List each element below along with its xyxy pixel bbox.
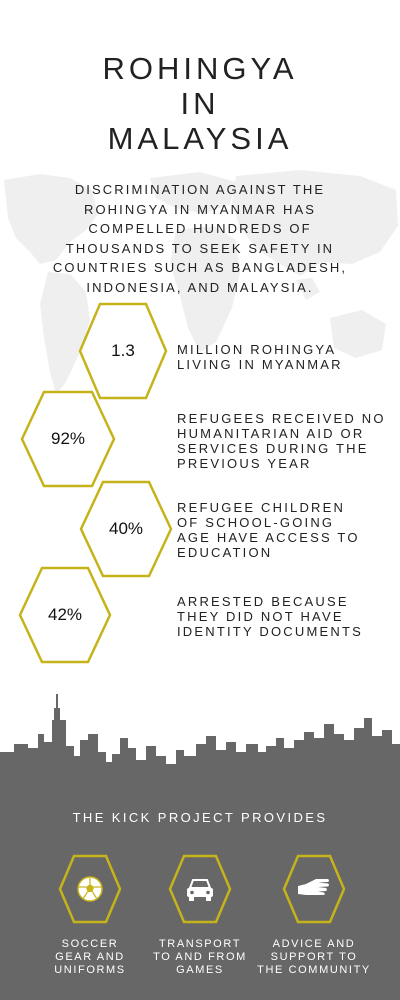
hexagon-shape: [79, 480, 173, 578]
hexagon-shape: [20, 390, 116, 488]
soccer-ball-icon: [58, 854, 122, 924]
service-label-advice: ADVICE AND SUPPORT TO THE COMMUNITY: [257, 938, 371, 976]
intro-paragraph: DISCRIMINATION AGAINST THE ROHINGYA IN M…: [40, 180, 360, 297]
stat-hexagon-1: 1.3: [78, 302, 168, 400]
stat-label-1: MILLION ROHINGYA LIVING IN MYANMAR: [177, 342, 343, 372]
intro-line-5: COUNTRIES SUCH AS BANGLADESH,: [52, 260, 348, 275]
city-skyline-background: [0, 694, 400, 1000]
stat-value: 42%: [47, 605, 83, 624]
world-map-background: [4, 170, 398, 394]
stat-label-3: REFUGEE CHILDREN OF SCHOOL-GOING AGE HAV…: [177, 500, 360, 560]
stat-label-4: ARRESTED BECAUSE THEY DID NOT HAVE IDENT…: [177, 594, 363, 639]
intro-line-3: COMPELLED HUNDREDS OF: [88, 221, 312, 236]
service-label-soccer: SOCCER GEAR AND UNIFORMS: [54, 938, 126, 976]
page-title-line-2: IN: [180, 86, 220, 121]
car-icon: [168, 854, 232, 924]
intro-line-2: ROHINGYA IN MYANMAR HAS: [83, 201, 316, 217]
stat-hexagon-3: 40%: [79, 480, 173, 578]
stat-label-2: REFUGEES RECEIVED NO HUMANITARIAN AID OR…: [177, 411, 386, 471]
page-title-line-1: ROHINGYA: [102, 51, 298, 86]
hexagon-shape: [18, 566, 112, 664]
stat-hexagon-4: 42%: [18, 566, 112, 664]
helping-hand-icon: [282, 854, 346, 924]
intro-line-4: THOUSANDS TO SEEK SAFETY IN: [65, 240, 335, 256]
service-label-transport: TRANSPORT TO AND FROM GAMES: [153, 938, 247, 976]
intro-line-1: DISCRIMINATION AGAINST THE: [74, 182, 326, 197]
stat-hexagon-2: 92%: [20, 390, 116, 488]
intro-line-6: INDONESIA, AND MALAYSIA.: [86, 279, 314, 295]
hexagon-shape: [78, 302, 168, 400]
stat-value: 92%: [50, 429, 86, 448]
stat-value: 40%: [108, 519, 144, 538]
provides-title: THE KICK PROJECT PROVIDES: [72, 810, 328, 825]
stat-value: 1.3: [111, 341, 135, 360]
page-title-line-3: MALAYSIA: [107, 121, 293, 156]
